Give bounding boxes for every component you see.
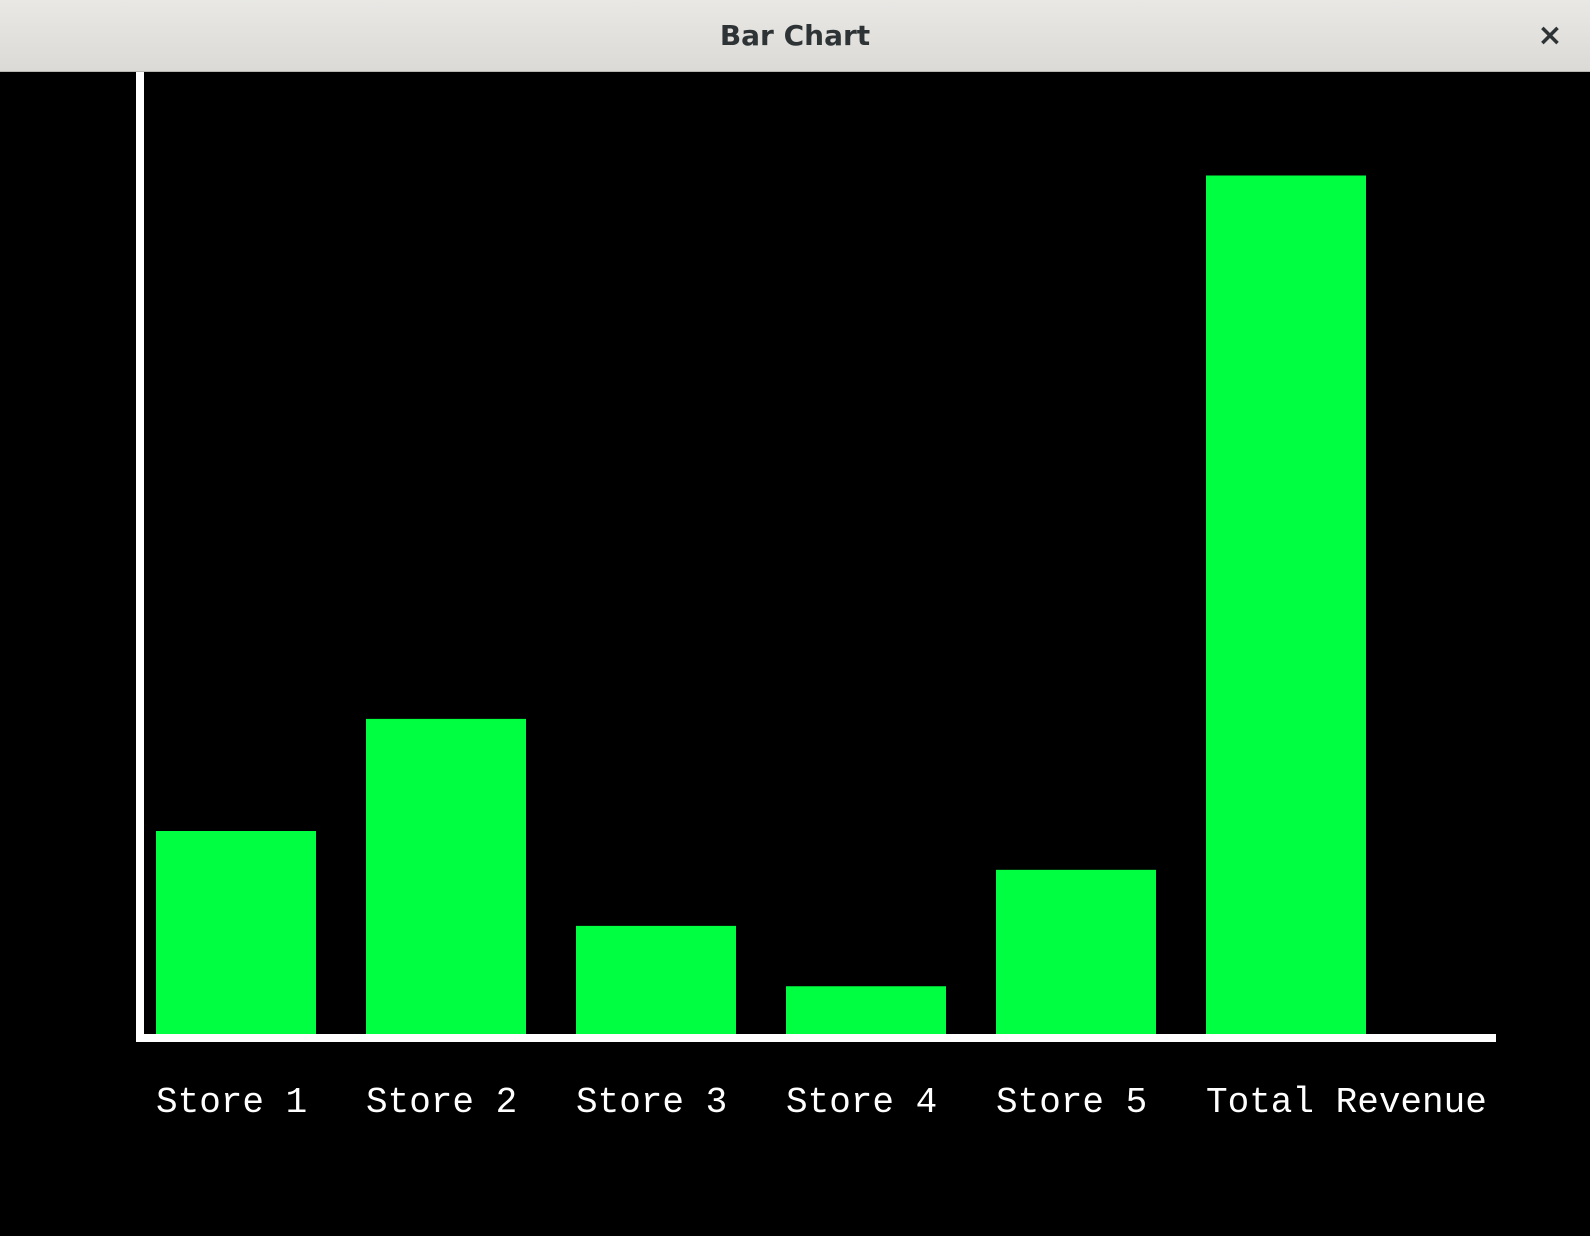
x-tick-label: Store 5	[996, 1082, 1147, 1123]
x-tick-label: Store 3	[576, 1082, 727, 1123]
x-tick-label: Total Revenue	[1206, 1082, 1487, 1123]
x-tick-label: Store 2	[366, 1082, 517, 1123]
bar-chart: Store 1 Store 2 Store 3 Store 4 Store 5 Total…	[136, 72, 1496, 1123]
bar-total-revenue	[1206, 175, 1366, 1038]
bar-store-3	[576, 925, 736, 1038]
tick-labels-group: Store 1 Store 2 Store 3 Store 4 Store 5 Total…	[156, 1082, 1487, 1123]
close-icon[interactable]: ×	[1537, 18, 1563, 53]
window-title: Bar Chart	[719, 19, 871, 52]
x-tick-label: Store 1	[156, 1082, 307, 1123]
bars-group	[156, 175, 1366, 1038]
bar-store-5	[996, 869, 1156, 1038]
window-titlebar[interactable]: Bar Chart ×	[0, 0, 1590, 72]
bar-store-2	[366, 718, 526, 1038]
chart-area: Store 1 Store 2 Store 3 Store 4 Store 5 Total…	[0, 72, 1590, 1236]
bar-store-4	[786, 986, 946, 1038]
axes-group	[136, 72, 1496, 1042]
bar-store-1	[156, 831, 316, 1038]
x-tick-label: Store 4	[786, 1082, 937, 1123]
